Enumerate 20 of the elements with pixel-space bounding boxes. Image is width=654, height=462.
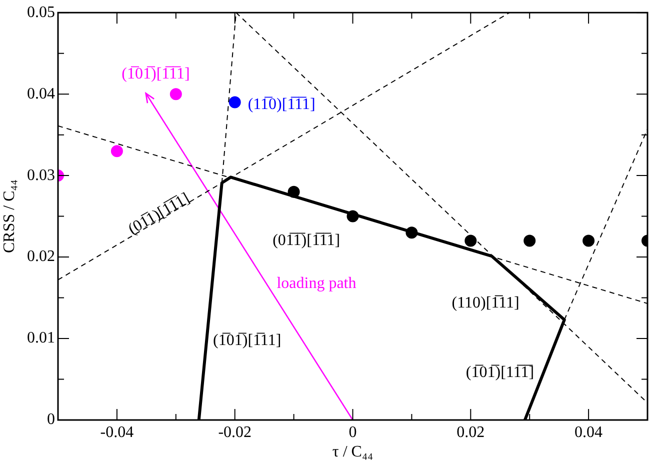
x-axis-title: τ / C₄₄: [332, 444, 374, 461]
x-tick-label: -0.04: [100, 424, 134, 441]
y-tick-label: 0.05: [27, 4, 55, 21]
annotation: (1̅01̅)[1̅1̅1]: [122, 66, 190, 83]
x-tick-label: 0: [348, 424, 357, 441]
x-tick-label: -0.02: [218, 424, 252, 441]
y-tick-label: 0.01: [27, 330, 55, 347]
annotation: (1̅01̅)[11̅1̅]: [466, 364, 534, 381]
y-axis-title: CRSS / C₄₄: [0, 179, 18, 254]
x-tick-label: 0.02: [456, 424, 485, 441]
x-tick-label: 0.04: [574, 424, 603, 441]
annotation: (110)[1̅11]: [452, 294, 520, 312]
annotation: (1̅01̅)[1̅11]: [213, 332, 282, 350]
annotation: loading path: [276, 275, 356, 292]
y-tick-label: 0.04: [27, 85, 55, 102]
y-tick-label: 0: [47, 411, 55, 428]
annotation: (01̅1̅)[1̅1̅1]: [272, 232, 340, 249]
y-tick-label: 0.02: [27, 248, 55, 266]
y-tick-label: 0.03: [27, 166, 55, 184]
annotation: (11̅0)[1̅1̅1]: [248, 96, 316, 113]
